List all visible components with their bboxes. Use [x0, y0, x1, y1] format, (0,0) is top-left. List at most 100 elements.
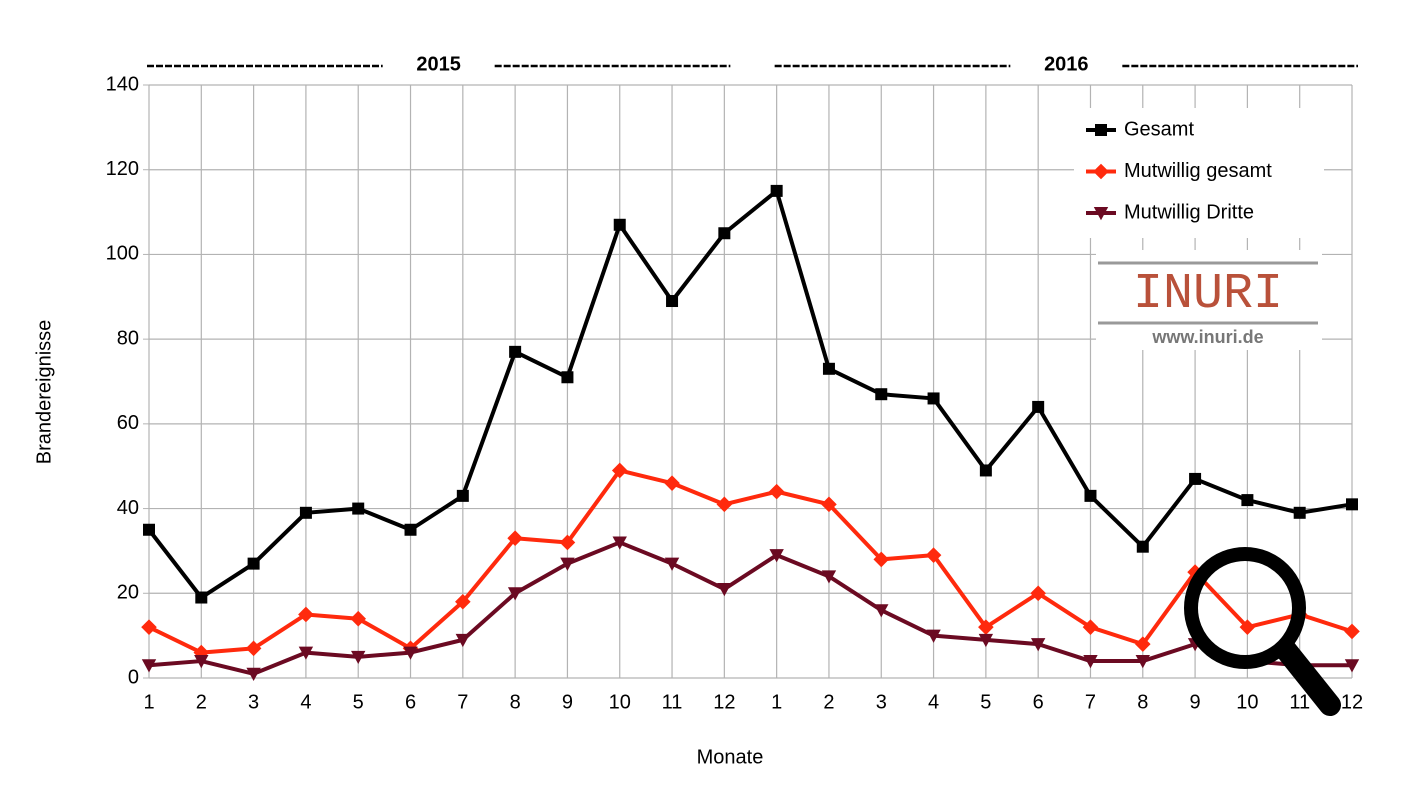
marker — [978, 633, 994, 648]
marker — [874, 604, 889, 618]
marker — [821, 496, 837, 513]
marker — [768, 483, 785, 500]
x-tick-label: 9 — [1190, 691, 1201, 713]
y-tick-label: 140 — [106, 73, 139, 95]
marker — [1239, 619, 1256, 635]
y-axis-title: Brandereignisse — [33, 320, 55, 465]
x-tick-label: 2 — [823, 691, 834, 713]
marker — [1093, 163, 1109, 180]
legend-label: Mutwillig gesamt — [1124, 160, 1272, 182]
marker — [1084, 489, 1097, 502]
x-tick-label: 3 — [876, 691, 887, 713]
marker — [664, 557, 680, 571]
x-tick-label: 7 — [1085, 691, 1096, 713]
marker — [770, 184, 783, 197]
y-tick-label: 0 — [128, 666, 139, 688]
marker — [299, 506, 312, 519]
marker — [1293, 506, 1306, 519]
marker — [507, 587, 523, 601]
x-axis-title: Monate — [697, 746, 764, 768]
y-tick-label: 80 — [117, 327, 139, 349]
x-tick-label: 10 — [1236, 691, 1258, 713]
marker — [246, 667, 261, 681]
marker — [769, 549, 784, 563]
logo: INURI www.inuri.de — [1096, 250, 1322, 350]
marker — [455, 593, 471, 610]
marker — [350, 610, 367, 627]
marker — [979, 464, 992, 477]
marker — [559, 534, 576, 551]
x-tick-label: 6 — [405, 691, 416, 713]
marker — [143, 523, 155, 536]
marker — [1344, 623, 1360, 640]
marker — [509, 345, 522, 358]
x-tick-label: 1 — [771, 691, 782, 713]
marker — [1082, 619, 1099, 635]
x-tick-label: 11 — [1289, 691, 1310, 713]
marker — [245, 640, 262, 657]
marker — [351, 650, 366, 665]
series-line — [147, 188, 1353, 600]
marker — [298, 606, 314, 623]
marker — [875, 388, 888, 401]
marker — [611, 462, 628, 479]
marker — [1030, 638, 1046, 652]
x-tick-label: 5 — [353, 691, 364, 713]
y-tick-label: 60 — [117, 412, 139, 434]
y-tick-label: 40 — [117, 497, 139, 519]
logo-url: www.inuri.de — [1151, 327, 1263, 347]
x-tick-label: 4 — [300, 691, 311, 713]
x-tick-label: 6 — [1033, 691, 1044, 713]
marker — [1344, 659, 1360, 673]
marker — [1093, 207, 1109, 221]
marker — [718, 227, 731, 240]
marker — [561, 371, 574, 384]
legend-label: Mutwillig Dritte — [1124, 201, 1254, 223]
marker — [1083, 655, 1098, 669]
marker — [666, 295, 679, 308]
x-tick-label: 8 — [510, 691, 521, 713]
y-tick-label: 120 — [106, 158, 139, 180]
x-tick-label: 8 — [1137, 691, 1148, 713]
year-label: 2016 — [1044, 53, 1089, 75]
marker — [195, 591, 208, 604]
marker — [456, 489, 469, 502]
x-tick-label: 7 — [457, 691, 468, 713]
marker — [822, 362, 835, 375]
y-tick-label: 20 — [117, 582, 139, 604]
x-tick-label: 5 — [980, 691, 991, 713]
logo-title: INURI — [1133, 266, 1283, 323]
marker — [926, 629, 941, 643]
marker — [404, 523, 417, 536]
marker — [664, 475, 680, 491]
x-tick-label: 4 — [928, 691, 939, 713]
year-label: 2015 — [416, 53, 461, 75]
logo-background — [1096, 250, 1322, 350]
magnifier-icon — [1184, 547, 1306, 669]
marker — [352, 502, 365, 515]
marker — [141, 619, 157, 635]
marker — [1134, 636, 1151, 652]
marker — [717, 583, 732, 597]
x-tick-label: 10 — [609, 691, 631, 713]
series-line — [148, 540, 1352, 676]
marker — [1032, 400, 1045, 413]
marker — [403, 646, 418, 660]
marker — [873, 551, 890, 568]
x-tick-label: 12 — [713, 691, 735, 713]
x-tick-label: 1 — [143, 691, 154, 713]
marker — [927, 392, 940, 405]
y-tick-label: 100 — [106, 243, 139, 265]
marker — [1136, 540, 1149, 553]
marker — [560, 557, 575, 571]
x-tick-label: 12 — [1341, 691, 1363, 713]
marker — [298, 646, 314, 660]
marker — [821, 570, 837, 584]
marker — [194, 655, 209, 669]
marker — [1095, 124, 1107, 136]
marker — [613, 218, 626, 231]
legend-label: Gesamt — [1124, 118, 1194, 140]
marker — [141, 659, 157, 673]
